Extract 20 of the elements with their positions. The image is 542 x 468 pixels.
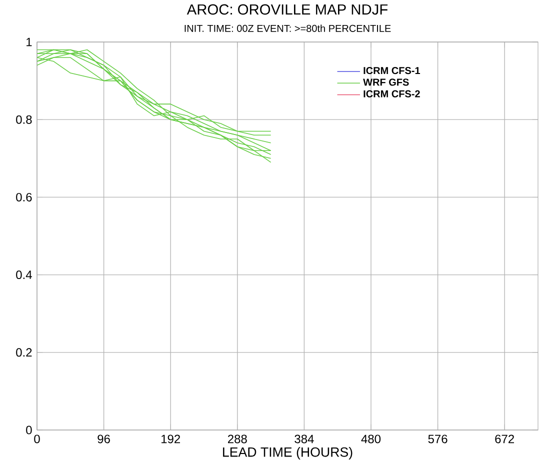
y-tick-label: 0.2 bbox=[16, 348, 32, 357]
y-tick-label: 0.4 bbox=[16, 270, 32, 280]
x-tick-label: 576 bbox=[428, 434, 448, 444]
legend-label: ICRM CFS-1 bbox=[364, 66, 420, 74]
y-tick-label: 0.8 bbox=[16, 115, 32, 124]
x-tick-label: 384 bbox=[294, 434, 314, 444]
x-tick-label: 192 bbox=[162, 434, 180, 444]
chart-title: AROC: OROVILLE MAP NDJF bbox=[186, 4, 388, 15]
legend-label: WRF GFS bbox=[363, 78, 409, 86]
x-axis-title: LEAD TIME (HOURS) bbox=[223, 447, 352, 460]
y-tick-label: 0 bbox=[26, 426, 32, 434]
x-tick-label: 480 bbox=[361, 434, 381, 444]
y-tick-label: 0.6 bbox=[16, 192, 32, 202]
legend-label: ICRM CFS-2 bbox=[364, 90, 420, 98]
chart-subtitle: INIT. TIME: 00Z EVENT: >=80th PERCENTILE bbox=[184, 24, 391, 32]
x-tick-label: 672 bbox=[495, 434, 514, 444]
x-tick-label: 96 bbox=[98, 434, 110, 444]
y-tick-label: 1 bbox=[26, 38, 32, 46]
x-tick-label: 288 bbox=[228, 434, 247, 444]
x-tick-label: 0 bbox=[34, 434, 40, 444]
